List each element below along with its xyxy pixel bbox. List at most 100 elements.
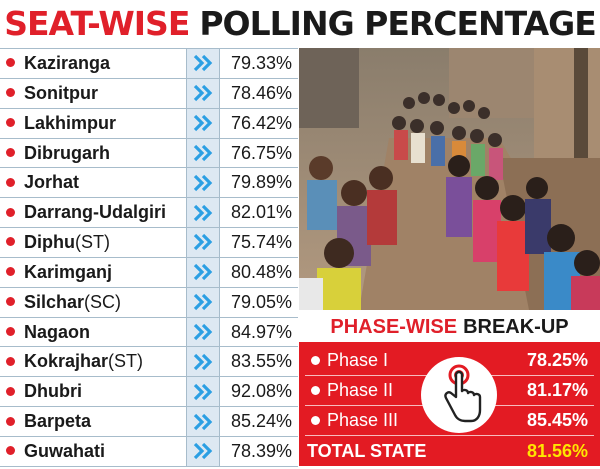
arrow-cell <box>186 257 220 287</box>
red-dot-bullet-icon <box>6 327 15 337</box>
red-dot-bullet-icon <box>6 207 15 217</box>
phase-name: Phase II <box>327 380 394 400</box>
red-dot-bullet-icon <box>6 356 15 366</box>
seat-name: Darrang-Udalgiri <box>24 198 166 227</box>
seat-reservation-suffix: (SC) <box>84 291 122 312</box>
double-chevron-right-icon <box>193 204 213 221</box>
phase-name: Phase III <box>327 410 399 430</box>
double-chevron-right-icon <box>193 85 213 102</box>
double-chevron-right-icon <box>193 383 213 400</box>
double-chevron-right-icon <box>193 413 213 430</box>
seat-name-text: Lakhimpur <box>24 112 117 133</box>
phase-row-3: Phase III 85.45% <box>299 406 600 435</box>
phase-percentage: 78.25% <box>526 350 588 370</box>
seat-row-3: Lakhimpur 76.42% <box>0 108 298 139</box>
double-chevron-right-icon <box>193 174 213 191</box>
red-dot-bullet-icon <box>6 88 15 98</box>
hand-pressing-vote-button-icon <box>444 364 482 423</box>
arrow-cell <box>186 407 220 436</box>
double-chevron-right-icon <box>193 264 213 281</box>
seat-name-text: Karimganj <box>24 261 113 282</box>
seat-row-11: Kokrajhar(ST) 83.55% <box>0 347 298 378</box>
seat-row-12: Dhubri 92.08% <box>0 377 298 408</box>
seat-name: Sonitpur <box>24 79 98 108</box>
phase-divider <box>305 435 594 436</box>
red-dot-bullet-icon <box>6 58 15 68</box>
voters-queue-photo <box>299 48 600 310</box>
total-state-percentage: 81.56% <box>526 441 588 461</box>
seat-name-text: Guwahati <box>24 440 106 461</box>
arrow-cell <box>186 198 220 228</box>
double-chevron-right-icon <box>193 294 213 311</box>
seat-name: Lakhimpur <box>24 109 116 138</box>
seat-row-8: Karimganj 80.48% <box>0 257 298 288</box>
seat-name-text: Barpeta <box>24 411 92 432</box>
seat-percentage: 79.89% <box>230 172 292 193</box>
seat-row-4: Dibrugarh 76.75% <box>0 138 298 169</box>
red-dot-bullet-icon <box>6 118 15 128</box>
seat-table: Kaziranga 79.33% Sonitpur 78.46% Lakhimp… <box>0 48 298 467</box>
phase-percentage: 81.17% <box>526 380 588 400</box>
arrow-cell <box>186 436 220 466</box>
double-chevron-right-icon <box>193 55 213 72</box>
seat-name-text: Dhubri <box>24 381 82 402</box>
seat-percentage: 78.46% <box>230 82 292 103</box>
seat-name: Barpeta <box>24 407 91 436</box>
phase-row-1: Phase I 78.25% <box>299 346 600 375</box>
red-dot-bullet-icon <box>6 177 15 187</box>
seat-percentage: 92.08% <box>230 381 292 402</box>
seat-name-text: Sonitpur <box>24 82 98 103</box>
seat-percentage: 76.42% <box>230 112 292 133</box>
seat-row-5: Jorhat 79.89% <box>0 168 298 199</box>
phase-percentage: 85.45% <box>526 410 588 430</box>
phase-breakup-title: PHASE-WISE BREAK-UP <box>299 312 600 342</box>
red-dot-bullet-icon <box>6 237 15 247</box>
seat-row-1: Kaziranga 79.33% <box>0 49 298 79</box>
red-dot-bullet-icon <box>6 267 15 277</box>
arrow-cell <box>186 317 220 347</box>
seat-name: Dhubri <box>24 377 82 406</box>
seat-name-text: Silchar <box>24 291 85 312</box>
double-chevron-right-icon <box>193 353 213 370</box>
red-dot-bullet-icon <box>6 297 15 307</box>
seat-row-9: Silchar(SC) 79.05% <box>0 287 298 318</box>
seat-row-14: Guwahati 78.39% <box>0 436 298 467</box>
seat-name: Guwahati <box>24 437 105 466</box>
seat-name: Nagaon <box>24 318 90 347</box>
seat-name-text: Kaziranga <box>24 53 111 73</box>
seat-name: Diphu(ST) <box>24 228 110 257</box>
seat-percentage: 82.01% <box>230 202 292 223</box>
arrow-cell <box>186 138 220 168</box>
double-chevron-right-icon <box>193 443 213 460</box>
headline-polling-percentage: POLLING PERCENTAGE <box>199 3 596 43</box>
seat-percentage: 76.75% <box>230 142 292 163</box>
white-dot-bullet-icon <box>311 416 320 425</box>
seat-name: Karimganj <box>24 258 112 287</box>
red-dot-bullet-icon <box>6 416 15 426</box>
arrow-cell <box>186 49 220 78</box>
phase-row-2: Phase II 81.17% <box>299 376 600 405</box>
arrow-cell <box>186 168 220 198</box>
vote-button-circle <box>421 357 497 433</box>
phase-name: Phase I <box>327 350 389 370</box>
double-chevron-right-icon <box>193 234 213 251</box>
headline-seat-wise: SEAT-WISE <box>4 3 190 43</box>
seat-name-text: Darrang-Udalgiri <box>24 202 167 223</box>
seat-reservation-suffix: (ST) <box>108 351 144 372</box>
seat-name-text: Dibrugarh <box>24 142 111 163</box>
white-dot-bullet-icon <box>311 356 320 365</box>
double-chevron-right-icon <box>193 323 213 341</box>
arrow-cell <box>186 377 220 407</box>
seat-row-10: Nagaon 84.97% <box>0 317 298 348</box>
seat-name: Kaziranga <box>24 49 110 78</box>
total-state-label: TOTAL STATE <box>307 441 427 461</box>
seat-percentage: 79.05% <box>230 291 292 312</box>
seat-name: Jorhat <box>24 168 79 197</box>
phase-title-phase-wise: PHASE-WISE <box>330 315 458 338</box>
red-dot-bullet-icon <box>6 446 15 456</box>
seat-name-text: Jorhat <box>24 172 80 193</box>
queue-illustration <box>299 48 600 310</box>
seat-percentage: 80.48% <box>230 261 292 282</box>
red-dot-bullet-icon <box>6 386 15 396</box>
arrow-cell <box>186 287 220 317</box>
